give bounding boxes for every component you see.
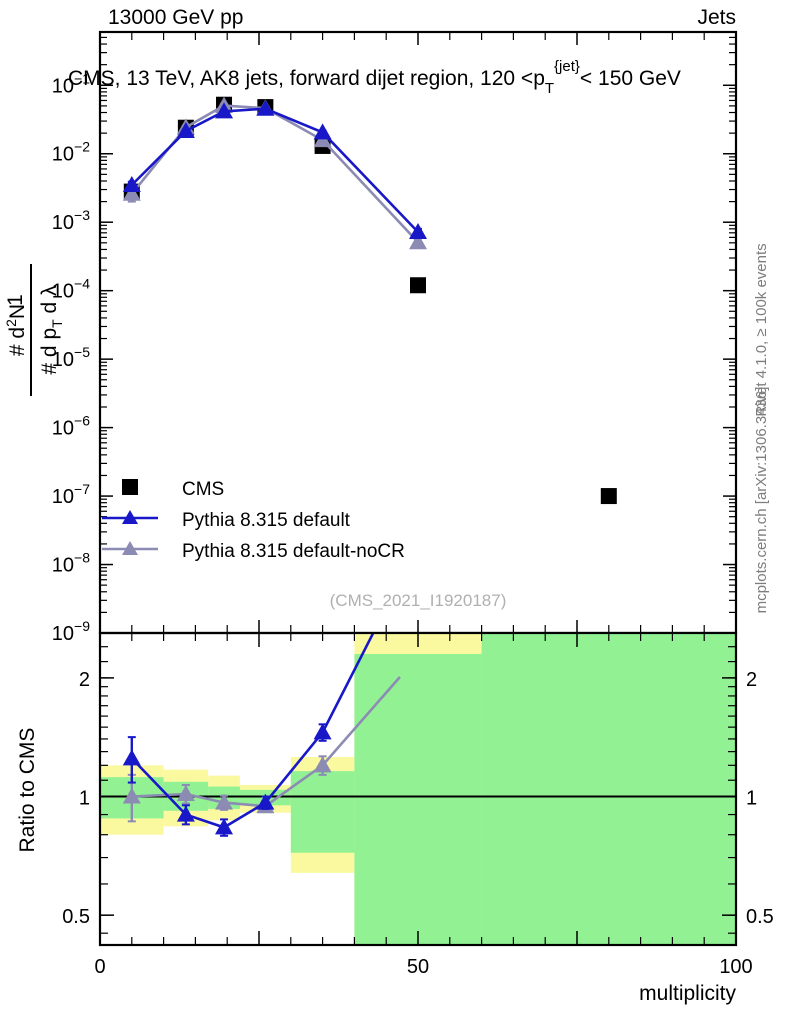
ratio-content-group <box>101 634 735 944</box>
y-axis-label: # d2N # d pT d λ 1 <box>3 264 65 396</box>
ratio-y-tick-label-right: 0.5 <box>746 906 774 928</box>
svg-text:CMS, 13 TeV, AK8 jets, forward: CMS, 13 TeV, AK8 jets, forward dijet reg… <box>68 58 681 97</box>
ratio-y-tick-label: 2 <box>79 669 90 691</box>
legend: CMS Pythia 8.315 default Pythia 8.315 defa… <box>102 479 405 562</box>
main-series-group <box>122 96 617 505</box>
mcplots-source-label: mcplots.cern.ch [arXiv:1306.3436] <box>753 387 770 614</box>
x-tick-label: 50 <box>407 956 429 978</box>
svg-text:# d2N: # d2N <box>3 304 29 356</box>
pythia-nocr-line <box>130 104 419 244</box>
y-tick-label: 10−1 <box>52 70 90 97</box>
legend-marker-triangle-1 <box>122 510 138 524</box>
ylabel-num-n: N <box>6 304 29 319</box>
pythia-default-ratio-marker <box>122 749 141 766</box>
pythia-nocr-ratio-marker <box>215 793 234 810</box>
title-pt-subscript: T <box>545 80 554 97</box>
y-tick-label: 10−2 <box>52 139 90 166</box>
legend-label-1: Pythia 8.315 default <box>182 510 351 531</box>
ratio-y-tick-label-right: 2 <box>746 669 757 691</box>
pythia-nocr-ratio-line <box>131 676 401 808</box>
legend-entry-1[interactable]: Pythia 8.315 default <box>102 510 351 531</box>
rivet-version-label: Rivet 4.1.0, ≥ 100k events <box>753 243 770 416</box>
ratio-panel: 2 2 1 1 0.5 0.5 0 50 100 <box>62 631 774 978</box>
legend-label-0: CMS <box>182 479 224 500</box>
analysis-id-watermark: (CMS_2021_I1920187) <box>330 591 507 610</box>
ylabel-num-d: d <box>6 327 29 339</box>
ylabel-den-hash: # <box>38 363 61 375</box>
legend-marker-square-0 <box>122 479 138 495</box>
y-tick-label: 10−9 <box>52 618 90 645</box>
title-tail: < 150 GeV <box>580 67 681 90</box>
pythia-nocr-ratio-marker <box>176 784 195 801</box>
ylabel-den-dlambda: d <box>38 302 61 314</box>
pythia-nocr-ratio-marker <box>122 787 141 804</box>
legend-marker-triangle-2 <box>122 541 138 555</box>
y-tick-label: 10−3 <box>52 207 90 234</box>
legend-label-2: Pythia 8.315 default-noCR <box>182 541 405 562</box>
x-tick-label: 100 <box>719 956 752 978</box>
pythia-default-ratio-marker <box>313 723 332 740</box>
y-tick-label: 10−5 <box>52 344 90 371</box>
ylabel-num-sup: 2 <box>3 319 19 327</box>
ratio-y-tick-label-right: 1 <box>746 788 757 810</box>
pythia-nocr-ratio-marker <box>313 756 332 773</box>
ylabel-den-pt-sub: T <box>49 319 65 328</box>
cms-data-marker-square <box>600 488 617 505</box>
pythia-nocr-marker-triangle <box>122 184 141 201</box>
plot-title: CMS, 13 TeV, AK8 jets, forward dijet reg… <box>68 58 681 97</box>
ylabel-den-dpt: d p <box>38 328 61 357</box>
pythia-default-line <box>130 107 419 233</box>
ylabel-leading-one: 1 <box>4 294 27 306</box>
x-tick-label: 0 <box>94 956 105 978</box>
title-jet-superscript: {jet} <box>554 58 580 75</box>
header-right: Jets <box>697 6 736 29</box>
legend-entry-2[interactable]: Pythia 8.315 default-noCR <box>102 541 405 562</box>
ylabel-num-hash: # <box>6 344 29 356</box>
pythia-default-marker-triangle <box>409 222 427 239</box>
title-main: CMS, 13 TeV, AK8 jets, forward dijet reg… <box>68 67 545 90</box>
ylabel-den-lambda: λ <box>38 285 61 296</box>
pythia-default-ratio-marker <box>176 805 195 822</box>
pythia-default-marker-triangle <box>313 123 332 140</box>
pythia-default-ratio-marker <box>256 793 275 810</box>
pythia-default-marker-triangle <box>256 99 275 116</box>
y-tick-label: 10−6 <box>52 413 90 440</box>
y-tick-label: 10−8 <box>52 550 90 577</box>
y-tick-label: 10−4 <box>52 276 90 303</box>
y-tick-label: 10−7 <box>52 481 90 508</box>
pythia-default-marker-triangle <box>176 121 195 138</box>
ratio-y-tick-label: 1 <box>79 788 90 810</box>
header-left: 13000 GeV pp <box>108 6 243 29</box>
pythia-default-marker-triangle <box>215 102 234 119</box>
ratio-band-inner-4 <box>290 771 355 853</box>
x-axis-label: multiplicity <box>639 982 736 1005</box>
legend-entry-0[interactable]: CMS <box>122 479 224 500</box>
cms-data-marker-square <box>410 277 426 294</box>
ratio-band-inner-6 <box>481 634 735 944</box>
pythia-default-ratio-marker <box>215 818 234 835</box>
ratio-band-inner-5 <box>354 653 482 944</box>
pythia-nocr-marker-triangle <box>409 233 427 250</box>
pythia-default-marker-triangle <box>122 175 141 192</box>
ratio-y-axis-label: Ratio to CMS <box>16 728 39 853</box>
ratio-y-tick-label: 0.5 <box>62 906 90 928</box>
main-panel: 10−1 10−2 10−3 10−4 10−5 10−6 10−7 10−8 10−9 CMS P… <box>52 30 738 645</box>
pythia-default-ratio-line <box>130 634 375 829</box>
svg-text:# d pT d λ: # d pT d λ <box>38 285 65 375</box>
